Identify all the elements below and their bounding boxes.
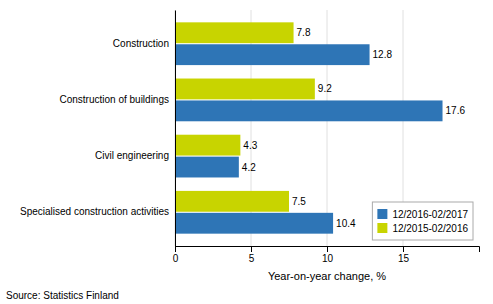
legend-frame: [372, 202, 473, 240]
bar: [175, 157, 239, 178]
y-tick: Civil engineering: [95, 150, 169, 161]
x-tick-label: 0: [173, 253, 179, 264]
legend-label: 12/2016-02/2017: [392, 209, 468, 220]
x-tick-label: 5: [249, 253, 255, 264]
y-tick-label: Construction of buildings: [59, 94, 169, 105]
x-tick: 5: [249, 246, 255, 264]
y-tick-label: Civil engineering: [95, 150, 169, 161]
data-label: 4.3: [243, 140, 257, 151]
annotation: Source: Statistics Finland: [6, 290, 119, 301]
x-axis: 0 5 10 15: [173, 246, 480, 264]
legend: 12/2016-02/2017 12/2015-02/2016: [372, 202, 473, 240]
x-tick-label: 10: [322, 253, 334, 264]
y-tick-label: Specialised construction activities: [20, 206, 169, 217]
y-tick: Construction: [113, 38, 169, 49]
data-label: 17.6: [446, 105, 466, 116]
y-tick: Construction of buildings: [59, 94, 169, 105]
bar: [175, 135, 240, 156]
x-tick-mark: [327, 246, 328, 252]
x-axis-line: [176, 247, 480, 253]
bar: [175, 44, 370, 65]
data-label: 9.2: [318, 83, 332, 94]
data-label: 7.8: [297, 27, 311, 38]
x-axis-title: Year-on-year change, %: [268, 270, 386, 282]
bar: [175, 79, 315, 100]
legend-swatch: [377, 209, 387, 219]
data-label: 7.5: [292, 196, 306, 207]
bar: [175, 213, 333, 234]
y-axis: Construction Construction of buildings Civ…: [20, 11, 175, 247]
x-tick: 10: [322, 246, 334, 264]
chart: 12.8 17.6 4.2 10.4 7.8 9.2 4.3 7.5 0 5 10 15 Constru…: [0, 0, 493, 304]
x-tick: 0: [173, 246, 179, 264]
data-label: 10.4: [336, 218, 356, 229]
data-labels: 12.8 17.6 4.2 10.4 7.8 9.2 4.3 7.5: [242, 27, 466, 228]
grid: [175, 10, 403, 246]
bar: [175, 22, 294, 43]
bar-series: [175, 22, 315, 211]
y-axis-line: [175, 11, 176, 247]
x-tick-mark: [175, 246, 176, 252]
data-label: 12.8: [373, 49, 393, 60]
legend-item: 12/2016-02/2017: [377, 209, 468, 220]
x-tick-mark: [403, 246, 404, 252]
grid-line: [175, 10, 176, 246]
legend-item: 12/2015-02/2016: [377, 223, 468, 234]
x-tick-mark: [251, 246, 252, 252]
x-tick: 15: [398, 246, 410, 264]
y-tick-label: Construction: [113, 38, 169, 49]
x-tick-label: 15: [398, 253, 410, 264]
bar: [175, 191, 289, 212]
bar: [175, 100, 443, 121]
y-tick: Specialised construction activities: [20, 206, 169, 217]
legend-label: 12/2015-02/2016: [392, 223, 468, 234]
data-label: 4.2: [242, 162, 256, 173]
plot: 12.8 17.6 4.2 10.4 7.8 9.2 4.3 7.5 0 5 10 15 Constru…: [20, 10, 479, 282]
legend-swatch: [377, 223, 387, 233]
